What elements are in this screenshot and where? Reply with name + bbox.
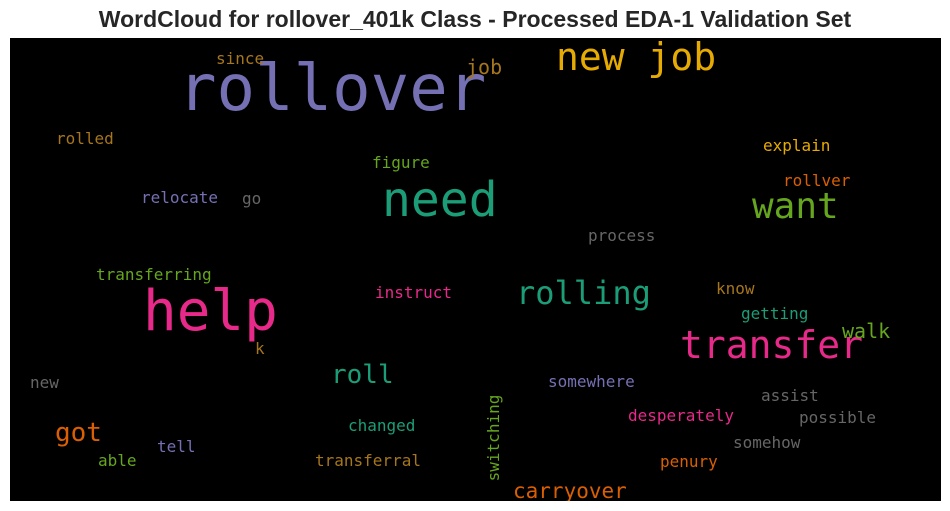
word-want: want [752, 186, 839, 227]
word-new: new [30, 373, 59, 392]
word-rolled: rolled [56, 129, 114, 148]
word-desperately: desperately [628, 406, 734, 425]
word-go: go [242, 189, 261, 208]
word-transferral: transferral [315, 451, 421, 470]
word-switching: switching [484, 395, 503, 482]
word-help: help [143, 279, 278, 344]
word-relocate: relocate [141, 188, 218, 207]
word-tell: tell [157, 437, 196, 456]
word-k: k [255, 339, 265, 358]
word-rollver: rollver [783, 171, 851, 190]
word-carryover: carryover [513, 479, 627, 501]
word-somewhere: somewhere [548, 372, 635, 391]
word-new-job: new job [556, 38, 716, 79]
word-know: know [716, 279, 755, 298]
word-rolling: rolling [516, 274, 651, 312]
word-assist: assist [761, 386, 819, 405]
word-process: process [588, 226, 655, 245]
word-changed: changed [348, 416, 415, 435]
word-job: job [466, 55, 502, 79]
word-need: need [382, 172, 498, 228]
word-transferring: transferring [96, 265, 212, 284]
word-getting: getting [741, 304, 808, 323]
word-able: able [98, 451, 137, 470]
word-explain: explain [763, 136, 830, 155]
word-roll: roll [331, 360, 394, 390]
word-got: got [55, 418, 102, 448]
word-penury: penury [660, 452, 718, 471]
word-transfer: transfer [680, 323, 863, 367]
chart-title: WordCloud for rollover_401k Class - Proc… [98, 6, 852, 32]
word-rollover: rollover [178, 52, 486, 126]
word-somehow: somehow [733, 433, 801, 452]
word-cloud: rollover help need new job transfer want rolli… [10, 38, 941, 501]
word-possible: possible [799, 408, 876, 427]
word-figure: figure [372, 153, 430, 172]
word-instruct: instruct [375, 283, 452, 302]
word-since: since [216, 49, 264, 68]
word-walk: walk [842, 319, 890, 343]
